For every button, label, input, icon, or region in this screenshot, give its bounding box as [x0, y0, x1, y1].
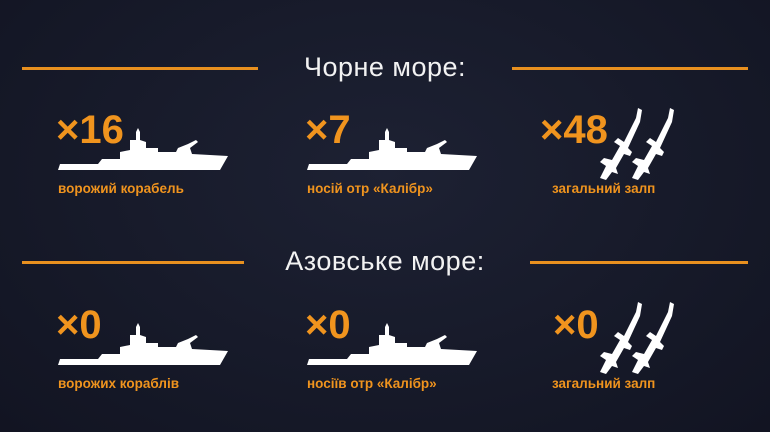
- item-label: загальний залп: [552, 376, 656, 391]
- item-label: загальний залп: [552, 181, 656, 196]
- count: ×48: [540, 108, 608, 152]
- divider-left: [22, 261, 244, 264]
- item-label: носіїв отр «Калібр»: [307, 376, 437, 391]
- count: ×0: [305, 303, 351, 347]
- count: ×0: [56, 303, 102, 347]
- divider-right: [512, 67, 748, 70]
- section-title: Чорне море:: [303, 52, 467, 82]
- count: ×0: [553, 303, 599, 347]
- divider-left: [22, 67, 258, 70]
- missiles-icon: [600, 108, 674, 180]
- warship-icon: [58, 323, 228, 365]
- count: ×16: [56, 108, 124, 152]
- count: ×7: [305, 108, 351, 152]
- item-label: ворожих кораблів: [58, 376, 180, 391]
- warship-icon: [58, 128, 228, 170]
- missiles-icon: [600, 302, 674, 374]
- item-label: носій отр «Калібр»: [307, 181, 433, 196]
- warship-icon: [307, 323, 477, 365]
- item-label: ворожий корабель: [58, 181, 184, 196]
- warship-icon: [307, 128, 477, 170]
- divider-right: [530, 261, 748, 264]
- section-title: Азовське море:: [285, 246, 485, 276]
